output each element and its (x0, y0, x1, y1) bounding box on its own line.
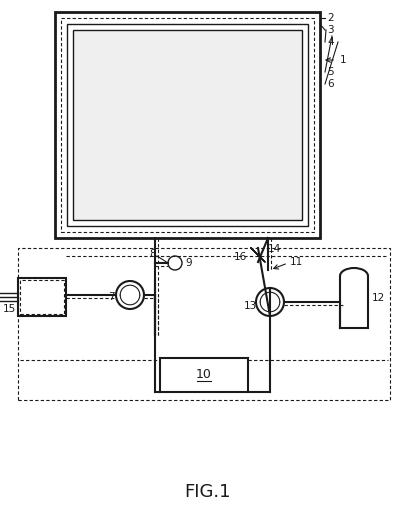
Text: 13: 13 (244, 301, 257, 311)
Bar (61, 18, 314, 232)
Text: FIG.1: FIG.1 (185, 483, 231, 501)
Bar (160, 358, 248, 392)
Text: 10: 10 (196, 369, 212, 381)
Bar (73, 30, 302, 220)
Text: 11: 11 (290, 257, 303, 267)
Text: 2: 2 (327, 13, 334, 23)
Text: 16: 16 (234, 252, 247, 262)
Bar (18, 278, 66, 316)
Text: 5: 5 (327, 67, 334, 77)
Text: 8: 8 (149, 249, 156, 259)
Text: 7: 7 (108, 292, 115, 302)
Text: 12: 12 (372, 293, 385, 303)
Bar (67, 24, 308, 226)
Text: 14: 14 (268, 244, 281, 254)
Text: 1: 1 (340, 55, 347, 65)
Text: 3: 3 (327, 25, 334, 35)
Bar (55, 12, 320, 238)
Text: 9: 9 (185, 258, 192, 268)
Text: 4: 4 (327, 37, 334, 47)
Text: 6: 6 (327, 79, 334, 89)
Bar (20, 280, 64, 314)
Bar (18, 248, 390, 400)
Text: 15: 15 (3, 304, 16, 314)
